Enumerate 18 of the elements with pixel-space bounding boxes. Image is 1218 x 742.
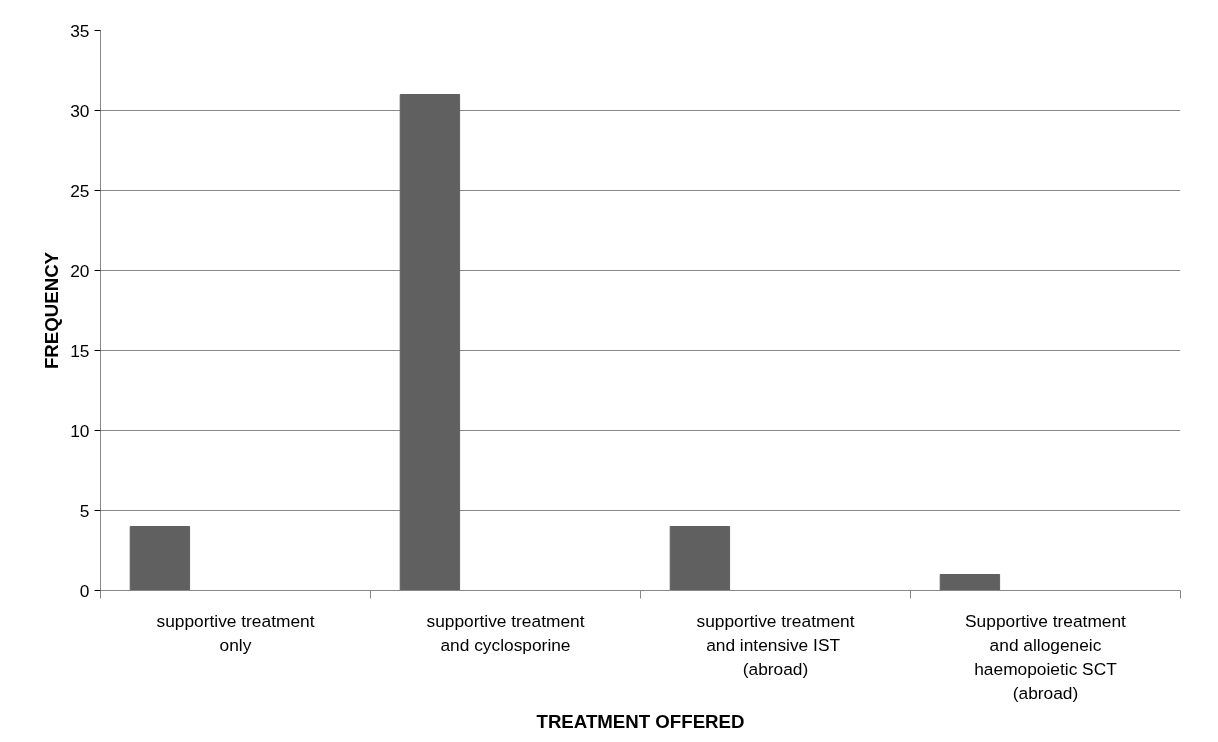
bar: [939, 574, 1001, 591]
x-tick-label: supportive treatment and cyclosporine: [426, 610, 585, 655]
bar: [669, 526, 731, 591]
x-tick-label: Supportive treatment and allogeneic haemopoietic SCT (abroad): [965, 610, 1127, 703]
x-tick-label: supportive treatment only: [156, 610, 315, 655]
x-axis-title: TREATMENT OFFERED: [536, 710, 745, 732]
y-tick-label: 5: [79, 500, 90, 521]
y-tick-label: 35: [70, 20, 90, 41]
y-tick-label: 30: [70, 100, 90, 121]
bar: [129, 526, 191, 591]
y-tick-label: 10: [70, 420, 90, 441]
y-tick-label: 0: [79, 580, 90, 601]
y-tick-label: 25: [70, 180, 90, 201]
y-tick-label: 20: [70, 260, 90, 281]
y-axis-title: FREQUENCY: [41, 251, 63, 370]
x-tick-label: supportive treatment and intensive IST (abroad): [696, 610, 855, 679]
y-tick-label: 15: [70, 340, 90, 361]
bar: [399, 94, 461, 591]
